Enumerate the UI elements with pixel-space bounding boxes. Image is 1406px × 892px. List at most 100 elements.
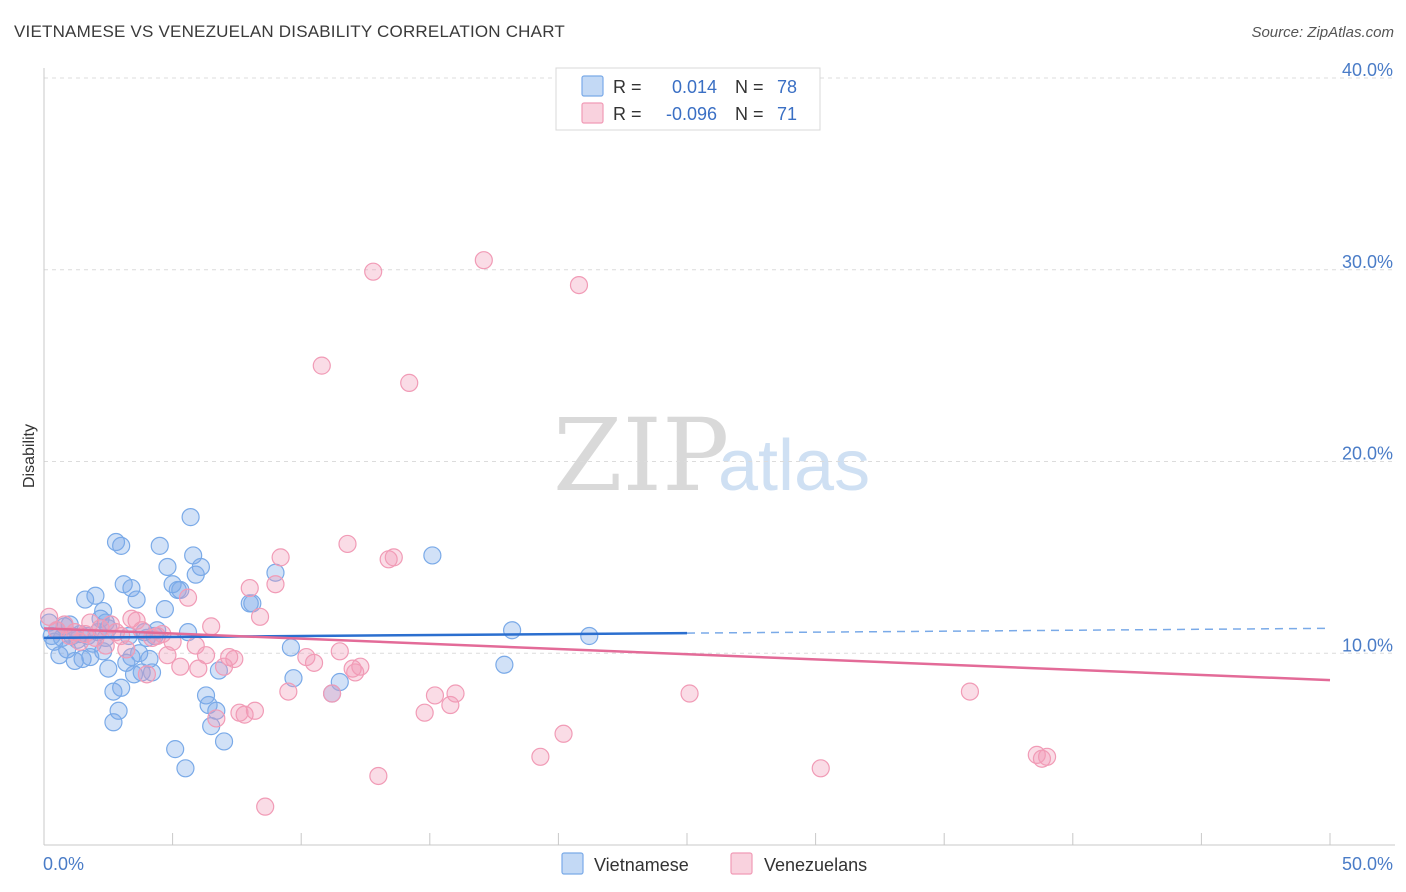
gridlines xyxy=(44,77,1395,654)
point-vietnamese-49 xyxy=(155,600,174,619)
point-venezuelans-60 xyxy=(474,251,493,270)
point-venezuelans-18 xyxy=(137,665,156,684)
point-venezuelans-16 xyxy=(127,611,146,630)
trend-line-venezuelans xyxy=(43,627,1331,682)
legend-n-label-1: N = xyxy=(735,104,764,124)
legend-box: R = 0.014 N = 78 R = -0.096 N = 71 xyxy=(555,67,821,131)
point-venezuelans-57 xyxy=(425,686,445,705)
legend-swatch-venezuelans xyxy=(581,102,604,124)
point-venezuelans-29 xyxy=(202,617,221,636)
point-vietnamese-18 xyxy=(86,586,105,605)
y-axis-label: Disability xyxy=(21,424,38,488)
point-venezuelans-48 xyxy=(338,534,357,554)
point-venezuelans-61 xyxy=(531,747,550,766)
point-venezuelans-30 xyxy=(207,709,226,728)
point-vietnamese-60 xyxy=(191,557,210,577)
point-vietnamese-68 xyxy=(243,594,262,613)
y-tick-label-2: 30.0% xyxy=(1342,252,1393,272)
point-vietnamese-76 xyxy=(495,655,514,674)
point-venezuelans-44 xyxy=(304,653,324,672)
point-venezuelans-37 xyxy=(245,701,265,720)
point-venezuelans-25 xyxy=(178,588,198,607)
point-venezuelans-47 xyxy=(330,642,349,661)
point-vietnamese-30 xyxy=(109,701,128,720)
point-vietnamese-71 xyxy=(284,669,303,688)
legend-r-label-0: R = xyxy=(613,77,642,97)
legend-r-value-1: -0.096 xyxy=(666,104,717,124)
point-venezuelans-41 xyxy=(271,548,290,567)
point-venezuelans-24 xyxy=(171,657,190,676)
point-venezuelans-31 xyxy=(214,657,234,676)
point-vietnamese-26 xyxy=(99,659,118,678)
point-vietnamese-57 xyxy=(181,508,200,527)
legend-n-value-0: 78 xyxy=(777,77,797,97)
point-venezuelans-62 xyxy=(554,724,573,743)
watermark-atlas: atlas xyxy=(718,426,870,506)
point-vietnamese-48 xyxy=(150,536,169,555)
point-vietnamese-21 xyxy=(94,601,113,621)
point-vietnamese-27 xyxy=(104,713,123,732)
point-venezuelans-33 xyxy=(225,649,244,669)
point-venezuelans-39 xyxy=(256,797,275,816)
point-venezuelans-51 xyxy=(364,262,383,281)
point-venezuelans-66 xyxy=(960,682,980,701)
axes xyxy=(43,68,1395,846)
point-venezuelans-42 xyxy=(279,682,298,701)
point-venezuelans-46 xyxy=(322,684,342,703)
legend-r-label-1: R = xyxy=(613,104,642,124)
point-vietnamese-44 xyxy=(140,649,159,669)
bottom-legend: Vietnamese Venezuelans xyxy=(561,852,867,875)
bottom-legend-swatch-venezuelans xyxy=(730,852,753,875)
chart-title: VIETNAMESE VS VENEZUELAN DISABILITY CORR… xyxy=(14,22,565,41)
y-tick-label-1: 20.0% xyxy=(1342,444,1393,464)
point-vietnamese-39 xyxy=(127,590,146,609)
point-vietnamese-64 xyxy=(207,701,226,720)
legend-n-value-1: 71 xyxy=(777,104,797,124)
point-venezuelans-45 xyxy=(312,356,331,375)
y-tick-label-3: 40.0% xyxy=(1342,60,1393,80)
point-vietnamese-70 xyxy=(281,638,301,657)
point-venezuelans-22 xyxy=(158,646,177,665)
point-venezuelans-36 xyxy=(240,578,259,598)
bottom-legend-label-vietnamese: Vietnamese xyxy=(594,855,689,875)
point-venezuelans-69 xyxy=(1037,747,1057,766)
point-vietnamese-66 xyxy=(214,732,234,751)
point-venezuelans-14 xyxy=(117,640,136,659)
point-venezuelans-27 xyxy=(189,659,208,678)
legend-swatch-vietnamese xyxy=(581,75,604,97)
point-venezuelans-63 xyxy=(569,275,589,295)
point-venezuelans-56 xyxy=(415,703,434,722)
y-tick-label-0: 10.0% xyxy=(1342,635,1393,655)
point-vietnamese-52 xyxy=(166,740,185,759)
point-venezuelans-40 xyxy=(266,575,285,594)
point-vietnamese-77 xyxy=(580,626,599,646)
legend-r-value-0: 0.014 xyxy=(672,77,717,97)
point-venezuelans-59 xyxy=(446,684,465,703)
point-venezuelans-54 xyxy=(384,548,403,567)
point-venezuelans-28 xyxy=(196,646,216,665)
point-venezuelans-58 xyxy=(441,695,460,715)
trend-lines xyxy=(43,627,1331,682)
x-tick-label-0: 0.0% xyxy=(43,854,84,874)
point-venezuelans-38 xyxy=(250,607,270,626)
point-venezuelans-55 xyxy=(400,373,419,392)
point-vietnamese-37 xyxy=(122,578,141,598)
point-venezuelans-0 xyxy=(40,607,59,626)
bottom-legend-swatch-vietnamese xyxy=(561,852,584,875)
watermark-zip: ZIP xyxy=(553,397,729,514)
point-vietnamese-32 xyxy=(112,678,131,697)
trend-line-vietnamese-extension xyxy=(686,627,1331,634)
point-venezuelans-52 xyxy=(369,766,388,786)
point-vietnamese-31 xyxy=(112,536,131,555)
trend-line-vietnamese xyxy=(43,631,688,640)
point-venezuelans-35 xyxy=(235,705,254,724)
bottom-legend-label-venezuelans: Venezuelans xyxy=(764,855,867,875)
point-venezuelans-64 xyxy=(680,684,699,703)
point-venezuelans-65 xyxy=(811,759,830,778)
point-vietnamese-75 xyxy=(503,621,522,640)
chart-source: Source: ZipAtlas.com xyxy=(1251,24,1394,41)
point-vietnamese-50 xyxy=(158,557,177,577)
tick-labels: 10.0% 20.0% 30.0% 40.0% 0.0% 50.0% xyxy=(43,60,1393,874)
point-venezuelans-50 xyxy=(351,657,370,676)
